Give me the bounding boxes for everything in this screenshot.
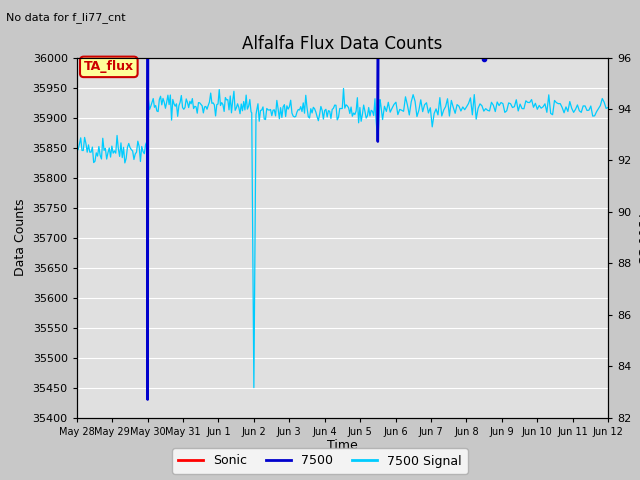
X-axis label: Time: Time (327, 439, 358, 453)
Text: No data for f_li77_cnt: No data for f_li77_cnt (6, 12, 126, 23)
Title: Alfalfa Flux Data Counts: Alfalfa Flux Data Counts (242, 35, 443, 53)
Legend: Sonic, 7500, 7500 Signal: Sonic, 7500, 7500 Signal (172, 448, 468, 474)
Y-axis label: 7500 SS: 7500 SS (635, 212, 640, 264)
Y-axis label: Data Counts: Data Counts (14, 199, 27, 276)
Text: TA_flux: TA_flux (84, 60, 134, 73)
